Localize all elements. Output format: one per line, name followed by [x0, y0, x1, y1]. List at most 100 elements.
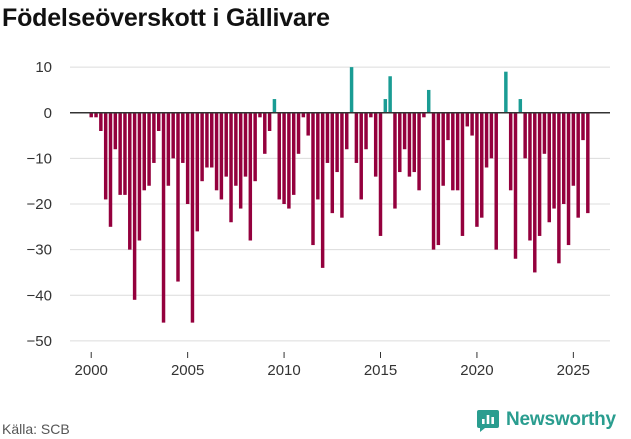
newsworthy-logo-icon	[477, 410, 499, 432]
bar	[248, 112, 253, 241]
bar	[152, 112, 156, 163]
bar	[378, 112, 383, 236]
gridlines	[70, 66, 610, 342]
x-tick-label: 2000	[75, 362, 108, 379]
bar	[224, 112, 228, 177]
bar	[489, 112, 494, 159]
bar	[359, 112, 363, 200]
bar	[349, 67, 354, 113]
bar	[330, 112, 335, 214]
bar	[229, 112, 233, 223]
bar	[451, 112, 455, 191]
brand-logo[interactable]: Newsworthy	[476, 408, 616, 432]
bar	[571, 112, 576, 186]
bar	[398, 112, 402, 173]
bar	[89, 112, 93, 118]
bar	[301, 112, 306, 118]
bar	[561, 112, 566, 204]
bar	[185, 112, 190, 204]
x-axis-ticks: 2000 2005 2010 2015 2020 2025	[75, 352, 590, 379]
bar	[402, 112, 407, 150]
bar	[388, 76, 392, 113]
x-tick-label: 2010	[267, 362, 300, 379]
bar	[123, 112, 127, 195]
bar	[210, 112, 214, 168]
bar	[354, 112, 359, 163]
bar	[412, 112, 416, 173]
bar	[238, 112, 243, 209]
bar	[243, 112, 248, 177]
x-tick-label: 2025	[557, 362, 590, 379]
bar	[142, 112, 146, 191]
bar	[287, 112, 291, 209]
bar	[296, 112, 301, 154]
bar	[455, 112, 460, 191]
bar	[132, 112, 137, 300]
bar	[335, 112, 339, 173]
bar	[267, 112, 272, 131]
bar	[518, 99, 523, 113]
bar	[383, 99, 388, 113]
bar	[147, 112, 151, 186]
bar	[103, 112, 108, 200]
bar	[311, 112, 315, 246]
bar	[340, 112, 344, 218]
x-tick-label: 2005	[171, 362, 204, 379]
bar	[557, 112, 561, 264]
bar	[128, 112, 132, 250]
bar	[316, 112, 320, 200]
bar	[552, 112, 556, 209]
bar	[320, 112, 325, 268]
bar	[441, 112, 445, 186]
bar	[537, 112, 542, 236]
bar	[364, 112, 368, 150]
y-tick-label: 0	[44, 105, 52, 122]
bar	[369, 112, 373, 118]
bar	[205, 112, 209, 168]
y-tick-label: −30	[27, 242, 52, 259]
x-tick-label: 2020	[460, 362, 493, 379]
bar	[417, 112, 421, 191]
bar	[494, 112, 498, 250]
bar	[195, 112, 200, 232]
bar	[422, 112, 426, 118]
bar	[586, 112, 590, 214]
y-tick-label: −10	[27, 150, 52, 167]
brand-name: Newsworthy	[506, 409, 616, 430]
bar	[325, 112, 330, 163]
bar	[99, 112, 103, 131]
bar	[470, 112, 474, 136]
bar	[306, 112, 310, 136]
y-tick-label: 10	[35, 59, 52, 76]
bar	[253, 112, 257, 182]
bar	[465, 112, 470, 127]
bar	[460, 112, 465, 236]
bar	[156, 112, 161, 131]
bar	[190, 112, 195, 323]
bar	[436, 112, 441, 246]
y-tick-label: −40	[27, 287, 52, 304]
bar	[181, 112, 185, 163]
bar	[508, 112, 513, 191]
bar	[581, 112, 585, 141]
y-tick-label: −20	[27, 196, 52, 213]
bar	[523, 112, 527, 159]
bar	[272, 99, 277, 113]
bar	[576, 112, 580, 218]
bar	[446, 112, 450, 141]
bar	[113, 112, 118, 150]
bar	[176, 112, 180, 282]
bar	[426, 89, 431, 113]
bar	[118, 112, 122, 195]
y-axis-ticks: 10 0 −10 −20 −30 −40 −50	[27, 59, 52, 350]
bar	[161, 112, 166, 323]
bar	[137, 112, 142, 241]
bar	[234, 112, 238, 186]
bar	[166, 112, 171, 186]
bar	[94, 112, 98, 118]
bar	[407, 112, 412, 177]
source-label: Källa: SCB	[2, 421, 70, 437]
bar	[345, 112, 349, 150]
bar	[513, 112, 518, 259]
